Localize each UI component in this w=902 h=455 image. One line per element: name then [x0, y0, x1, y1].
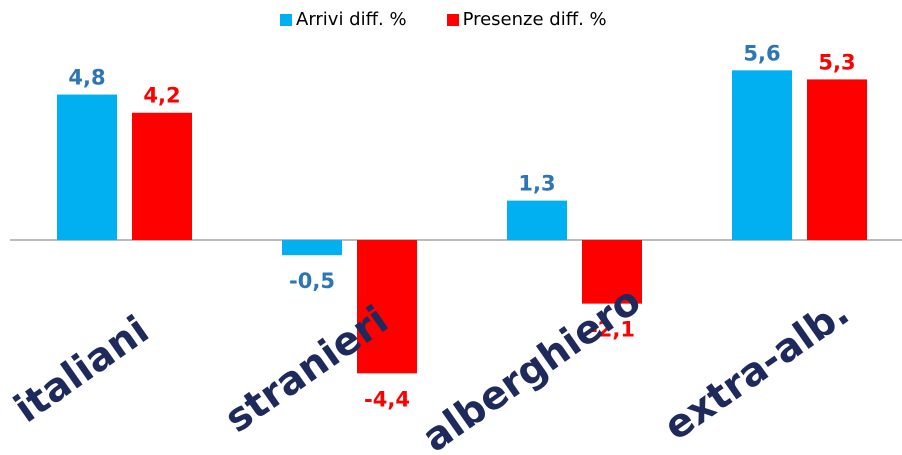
category-label-extra-alb.: extra-alb. — [656, 290, 857, 450]
bar-extra-alb.-series-2 — [807, 79, 867, 240]
data-label-extra-alb.-series-2: 5,3 — [818, 50, 855, 74]
category-label-italiani: italiani — [6, 308, 157, 432]
data-label-alberghiero-series-2: -2,1 — [589, 318, 635, 342]
bar-stranieri-series-2 — [357, 240, 417, 374]
legend-swatch-arrivi — [280, 13, 292, 26]
bar-alberghiero-series-2 — [582, 240, 642, 304]
bar-alberghiero-series-1 — [507, 200, 567, 240]
bar-extra-alb.-series-1 — [732, 70, 792, 240]
data-label-alberghiero-series-1: 1,3 — [518, 172, 555, 196]
bar-stranieri-series-1 — [282, 240, 342, 256]
bar-italiani-series-2 — [132, 112, 192, 240]
category-label-alberghiero: alberghiero — [415, 278, 650, 455]
data-label-italiani-series-2: 4,2 — [143, 84, 180, 108]
data-label-extra-alb.-series-1: 5,6 — [743, 41, 780, 65]
data-label-stranieri-series-1: -0,5 — [289, 269, 335, 293]
legend-item-presenze: Presenze diff. % — [446, 9, 607, 30]
chart-legend: Arrivi diff. % Presenze diff. % — [280, 9, 647, 30]
legend-label-presenze: Presenze diff. % — [462, 9, 607, 30]
data-label-italiani-series-1: 4,8 — [68, 66, 105, 90]
legend-label-arrivi: Arrivi diff. % — [296, 9, 407, 30]
bar-italiani-series-1 — [57, 94, 117, 240]
legend-item-arrivi: Arrivi diff. % — [280, 9, 407, 30]
legend-swatch-presenze — [446, 13, 459, 26]
data-label-stranieri-series-2: -4,4 — [364, 387, 410, 411]
